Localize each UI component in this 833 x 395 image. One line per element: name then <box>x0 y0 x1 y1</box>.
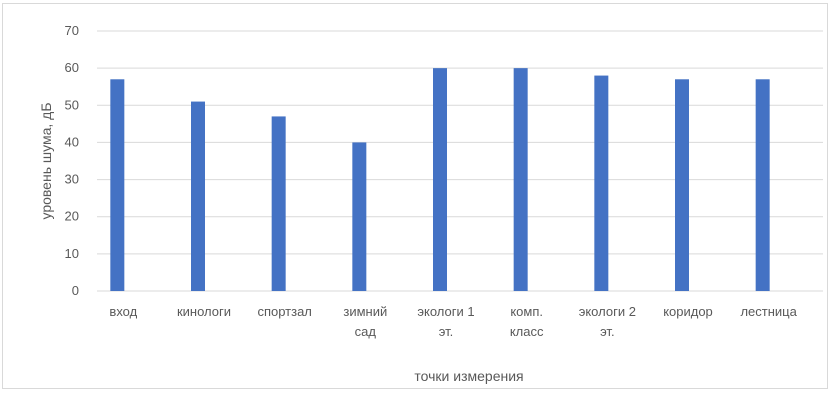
grid-lines <box>97 30 823 292</box>
bar <box>110 79 125 292</box>
x-tick-labels: вход кинологи спортзал зимний сад экологи 1 эт… <box>109 304 797 339</box>
bar <box>513 68 528 292</box>
x-tick-label: экологи 1 эт. <box>417 304 474 339</box>
y-axis-title: уровень шума, дБ <box>38 102 54 219</box>
y-tick-label: 60 <box>65 60 79 75</box>
y-tick-label: 20 <box>65 209 79 224</box>
chart-area: 0 10 20 30 40 50 60 70 вход кинологи спортзал зимн… <box>2 3 828 389</box>
x-tick-label: коридор <box>663 304 713 319</box>
y-tick-label: 70 <box>65 23 79 38</box>
bar-chart: 0 10 20 30 40 50 60 70 вход кинологи спортзал зимн… <box>38 23 823 384</box>
x-tick-label: комп. класс <box>510 304 544 339</box>
y-tick-label: 30 <box>65 172 79 187</box>
bar <box>352 142 367 291</box>
y-tick-labels: 0 10 20 30 40 50 60 70 <box>65 23 79 298</box>
x-tick-label: вход <box>109 304 137 319</box>
bar <box>433 68 447 292</box>
y-tick-label: 0 <box>72 283 79 298</box>
y-tick-label: 50 <box>65 97 79 112</box>
x-tick-label: лестница <box>740 304 797 319</box>
y-tick-label: 40 <box>65 134 79 149</box>
bar <box>271 116 286 291</box>
x-tick-label: экологи 2 эт. <box>579 304 636 339</box>
bar <box>594 75 609 291</box>
x-axis-title: точки измерения <box>414 368 523 384</box>
y-tick-label: 10 <box>65 246 79 261</box>
x-tick-label: зимний сад <box>343 304 387 339</box>
bar <box>191 101 205 291</box>
bars <box>110 68 770 292</box>
x-tick-label: спортзал <box>257 304 311 319</box>
bar <box>675 79 689 292</box>
x-tick-label: кинологи <box>177 304 231 319</box>
bar <box>755 79 770 292</box>
